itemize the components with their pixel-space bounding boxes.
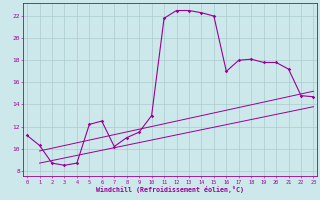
X-axis label: Windchill (Refroidissement éolien,°C): Windchill (Refroidissement éolien,°C) <box>96 186 244 193</box>
